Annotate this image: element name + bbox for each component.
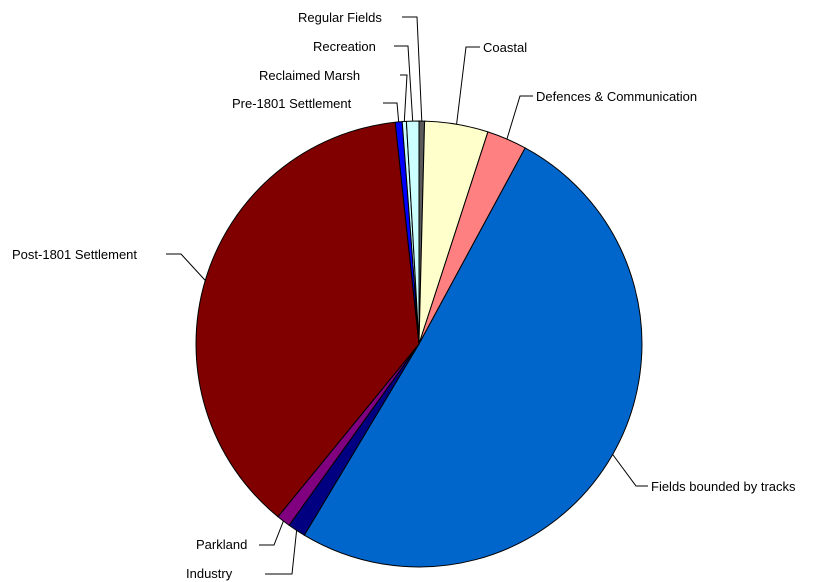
label-recreation: Recreation (313, 39, 376, 54)
label-parkland: Parkland (196, 537, 247, 552)
leader-line-pre-1801-settlement (383, 102, 400, 122)
leader-line-post-1801-settlement (166, 253, 206, 281)
label-post-1801-settlement: Post-1801 Settlement (12, 247, 137, 262)
leader-line-industry (265, 530, 298, 575)
leader-line-reclaimed-marsh (400, 74, 408, 122)
slice-labels: Regular Fields Coastal Defences & Commun… (12, 10, 796, 581)
leader-line-recreation (394, 45, 414, 122)
leader-lines (166, 16, 648, 575)
label-pre-1801-settlement: Pre-1801 Settlement (232, 96, 352, 111)
pie-slice-post-1801-settlement (195, 121, 420, 518)
pie-slices (195, 120, 643, 568)
leader-line-defences-communication (506, 95, 533, 140)
label-coastal: Coastal (483, 40, 527, 55)
leader-line-parkland (259, 520, 284, 546)
label-reclaimed-marsh: Reclaimed Marsh (259, 68, 360, 83)
leader-line-regular-fields (402, 16, 423, 122)
label-industry: Industry (186, 566, 233, 581)
label-fields-bounded-by-tracks: Fields bounded by tracks (651, 479, 796, 494)
leader-line-fields-bounded-by-tracks (612, 454, 648, 487)
pie-slice-fields-bounded-by-tracks (303, 147, 643, 568)
label-defences-communication: Defences & Communication (536, 89, 697, 104)
label-regular-fields: Regular Fields (298, 10, 382, 25)
leader-line-coastal (456, 46, 480, 125)
